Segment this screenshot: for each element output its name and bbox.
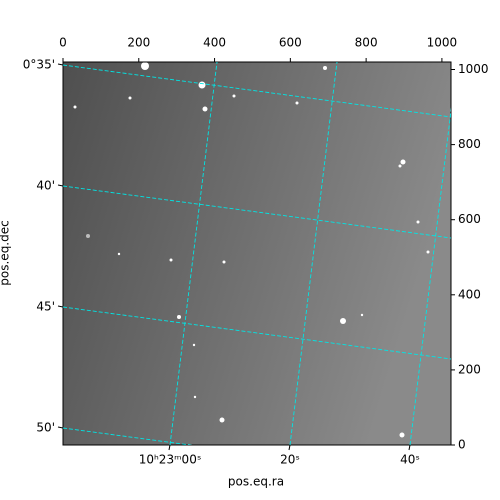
ra-tick-label: 40ˢ [400, 453, 420, 467]
stars [73, 62, 430, 438]
ra-tick [408, 444, 411, 451]
x-axis-label: pos.eq.ra [228, 475, 284, 489]
y-tick-label: 0 [458, 438, 466, 452]
x-tick-label: 600 [279, 36, 302, 50]
ra-grid-line [169, 62, 218, 445]
ra-grid-line [289, 62, 338, 445]
image [63, 62, 451, 445]
x-tick-label: 1000 [427, 36, 458, 50]
x-tick-label: 0 [59, 36, 67, 50]
ra-tick [288, 444, 291, 451]
dec-tick [57, 63, 64, 66]
dec-tick [57, 184, 64, 187]
y-tick-label: 800 [458, 137, 481, 151]
ra-tick [168, 444, 171, 451]
dec-grid-line [63, 306, 451, 360]
x-tick-label: 400 [203, 36, 226, 50]
y-tick-label: 600 [458, 212, 481, 226]
ra-grid-line [409, 107, 451, 445]
dec-tick-label: 40' [36, 179, 55, 193]
dec-tick-label: 45' [36, 300, 55, 314]
x-tick-label: 200 [127, 36, 150, 50]
dec-tick-label: 50' [36, 421, 55, 435]
dec-grid-line [63, 64, 451, 118]
ra-tick-label: 20ˢ [280, 453, 300, 467]
dec-tick-label: 0°35' [23, 58, 55, 72]
frame [62, 61, 452, 446]
dec-tick [57, 426, 64, 429]
y-tick-label: 200 [458, 362, 481, 376]
ra-tick-label: 10ʰ23ᵐ00ˢ [139, 453, 202, 467]
y-axis-label: pos.eq.dec [0, 220, 12, 285]
dec-tick [57, 305, 64, 308]
y-tick-label: 400 [458, 287, 481, 301]
y-tick-label: 1000 [458, 62, 489, 76]
x-tick-label: 800 [355, 36, 378, 50]
dec-grid-line [63, 185, 451, 239]
